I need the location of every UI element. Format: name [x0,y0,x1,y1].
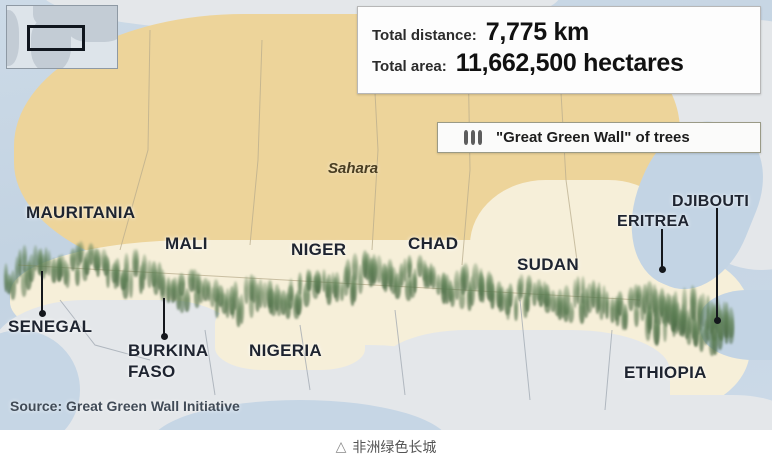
area-value: 11,662,500 hectares [455,49,684,77]
eritrea-leader-dot [658,266,666,273]
djibouti-leader [716,208,718,320]
legend-label: "Great Green Wall" of trees [496,129,690,146]
senegal-leader [41,271,43,313]
burkina-leader [163,298,165,336]
stat-row-area: Total area: 11,662,500 hectares [372,51,746,76]
stat-row-distance: Total distance: 7,775 km [372,20,746,45]
distance-value: 7,775 km [485,18,590,46]
country-label-ethiopia: ETHIOPIA [624,363,707,382]
eritrea-leader [661,229,663,269]
inset-highlight-rect [27,25,85,51]
tree-bars-icon [464,130,482,145]
burkina-leader-dot [160,333,168,340]
land-horn-south [600,395,772,430]
country-label-eritrea: ERITREA [617,213,690,230]
triangle-marker-icon: △ [335,439,347,455]
distance-label: Total distance: [372,27,477,44]
source-credit: Source: Great Green Wall Initiative [10,398,240,414]
country-label-niger: NIGER [291,240,347,259]
inset-landmass-americas [7,10,19,66]
country-label-faso: FASO [128,362,176,381]
inset-landmass-asia [67,6,117,42]
country-label-sudan: SUDAN [517,255,579,274]
stats-panel: Total distance: 7,775 km Total area: 11,… [357,6,761,94]
country-label-mauritania: MAURITANIA [26,203,136,222]
country-label-nigeria: NIGERIA [249,341,322,360]
caption-text: 非洲绿色长城 [352,440,437,456]
country-label-chad: CHAD [408,234,459,253]
map-canvas[interactable]: Sahara MAURITANIA MALI NIGER CHAD SUDAN NIGER… [0,0,772,430]
country-label-burkina: BURKINA [128,341,209,360]
area-label: Total area: [372,58,447,75]
country-label-senegal: SENEGAL [8,317,93,336]
map-legend: "Great Green Wall" of trees [437,122,761,153]
country-label-mali: MALI [165,234,208,253]
locator-inset-map[interactable] [6,5,118,69]
figure-caption: △ 非洲绿色长城 [0,430,772,464]
country-label-djibouti: DJIBOUTI [672,193,750,210]
region-label-sahara: Sahara [328,160,379,177]
senegal-leader-dot [38,310,46,317]
djibouti-leader-dot [713,317,721,324]
